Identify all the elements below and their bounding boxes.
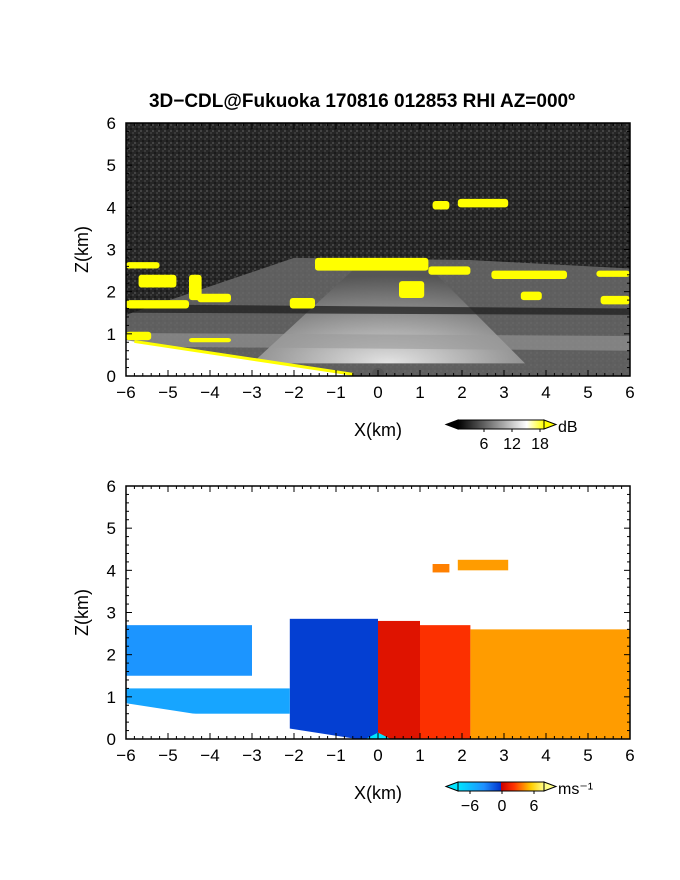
high-echo-region (289, 297, 315, 309)
velocity-region (289, 618, 378, 739)
colorbar: ms⁻¹ −6 0 6 (444, 781, 593, 815)
x-tick-label: −5 (158, 746, 177, 765)
high-echo-region (126, 331, 152, 341)
plot-area (126, 486, 630, 739)
x-tick-label: 1 (415, 383, 424, 402)
x-tick-label: −5 (158, 383, 177, 402)
no-data-gap (126, 677, 282, 687)
colorbar: dB 6 12 18 (444, 419, 578, 453)
y-axis-label: Z(km) (72, 589, 92, 636)
x-tick-label: −3 (242, 746, 261, 765)
colorbar-tick-label: 6 (480, 436, 489, 453)
velocity-region (470, 629, 630, 739)
x-tick-label: −2 (284, 746, 303, 765)
y-tick-label: 2 (107, 646, 116, 665)
figure-title: 3D−CDL@Fukuoka 170816 012853 RHI AZ=000º (149, 91, 575, 112)
x-tick-label: 6 (625, 383, 634, 402)
x-tick-label: 1 (415, 746, 424, 765)
high-echo-region (126, 300, 189, 309)
high-echo-region (596, 270, 630, 277)
colorbar-tick-label: −6 (461, 798, 479, 815)
x-tick-label: −4 (200, 746, 219, 765)
y-tick-label: 1 (107, 325, 116, 344)
high-echo-region (138, 274, 177, 288)
colorbar-upper-arrow (543, 781, 558, 792)
x-tick-label: −1 (326, 746, 345, 765)
colorbar-tick-label: 18 (531, 436, 549, 453)
y-tick-label: 5 (107, 156, 116, 175)
plot-area (126, 123, 630, 376)
y-tick-label: 3 (107, 604, 116, 623)
high-echo-region (432, 201, 450, 210)
colorbar-scale (457, 419, 545, 430)
x-tick-label: 4 (541, 383, 550, 402)
x-tick-label: 3 (499, 383, 508, 402)
x-tick-label: −4 (200, 383, 219, 402)
high-echo-region (491, 270, 567, 280)
colorbar-unit: ms⁻¹ (558, 781, 593, 798)
y-tick-label: 4 (107, 198, 116, 217)
y-tick-label: 0 (107, 367, 116, 386)
x-tick-label: 3 (499, 746, 508, 765)
y-tick-label: 1 (107, 688, 116, 707)
high-echo-region (600, 295, 630, 305)
velocity-region (126, 625, 252, 676)
colorbar-tick-label: 6 (530, 798, 539, 815)
high-echo-region (126, 262, 160, 269)
colorbar-upper-arrow (543, 419, 558, 430)
y-tick-label: 4 (107, 561, 116, 580)
y-tick-label: 5 (107, 519, 116, 538)
x-axis-label: X(km) (354, 783, 402, 803)
y-tick-label: 6 (107, 114, 116, 133)
y-tick-label: 6 (107, 477, 116, 496)
ground-echo-edge (134, 339, 354, 376)
colorbar-scale (457, 781, 545, 792)
high-echo-region (457, 198, 509, 208)
y-tick-label: 2 (107, 283, 116, 302)
y-tick-label: 0 (107, 730, 116, 749)
colorbar-lower-arrow (444, 419, 459, 430)
x-tick-label: 5 (583, 746, 592, 765)
y-tick-label: 3 (107, 241, 116, 260)
high-echo-region (399, 281, 425, 298)
y-axis-label: Z(km) (72, 226, 92, 273)
x-axis-label: X(km) (354, 420, 402, 440)
velocity-region (457, 559, 509, 571)
echo-lower-layer (126, 332, 630, 351)
colorbar-lower-arrow (444, 781, 459, 792)
velocity-region (420, 625, 471, 739)
colorbar-unit: dB (558, 419, 578, 436)
velocity-region (378, 620, 420, 739)
high-echo-region (520, 291, 542, 301)
velocity-region (432, 564, 450, 573)
x-tick-label: −6 (116, 383, 135, 402)
x-tick-label: 6 (625, 746, 634, 765)
x-tick-label: −3 (242, 383, 261, 402)
high-echo-region (189, 274, 202, 301)
x-tick-label: 0 (373, 383, 382, 402)
velocity-panel: −6 −5 −4 −3 −2 −1 0 1 2 3 4 5 6 0 1 2 3 4 5 6 X(km) Z(km) ms⁻¹… (72, 477, 635, 815)
x-tick-label: 4 (541, 746, 550, 765)
high-echo-region (197, 293, 231, 303)
high-echo-region (189, 338, 231, 343)
colorbar-tick-label: 0 (498, 798, 507, 815)
x-tick-label: 0 (373, 746, 382, 765)
x-tick-label: −2 (284, 383, 303, 402)
no-data-wedge (126, 703, 357, 739)
high-echo-region (428, 266, 471, 275)
colorbar-tick-label: 12 (503, 436, 521, 453)
x-tick-label: 2 (457, 383, 466, 402)
x-tick-label: 5 (583, 383, 592, 402)
x-tick-label: 2 (457, 746, 466, 765)
x-tick-label: −6 (116, 746, 135, 765)
echo-dark-band (126, 304, 630, 315)
high-echo-region (315, 257, 429, 271)
x-tick-label: −1 (326, 383, 345, 402)
